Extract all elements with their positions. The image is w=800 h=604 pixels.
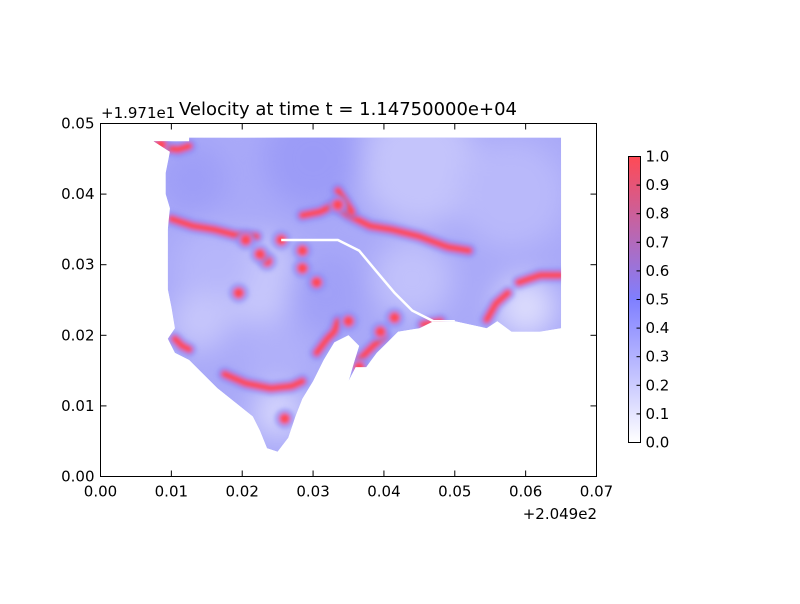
high-velocity-band	[313, 317, 342, 357]
x-tick-label: 0.05	[438, 483, 471, 501]
y-tick-label: 0.02	[61, 326, 94, 344]
hot-spot	[155, 139, 167, 151]
high-velocity-band	[515, 271, 562, 286]
texture-patch	[169, 291, 230, 352]
x-axis-offset-label: +2.049e2	[523, 505, 597, 523]
hot-spot	[240, 234, 252, 246]
x-tick-label: 0.06	[509, 483, 542, 501]
y-axis: 0.00 0.01 0.02 0.03 0.04 0.05	[61, 115, 597, 486]
hot-spot	[279, 413, 291, 425]
high-velocity-band	[483, 289, 512, 324]
x-tick-label: 0.01	[155, 483, 188, 501]
x-tick-label: 0.02	[226, 483, 259, 501]
texture-patch	[242, 321, 313, 392]
x-tick-label: 0.03	[296, 483, 329, 501]
x-tick-label: 0.00	[84, 483, 117, 501]
hot-spot	[374, 326, 386, 338]
hot-spot	[233, 287, 245, 299]
hot-spot	[353, 361, 365, 373]
velocity-texture	[157, 137, 562, 438]
hot-spot	[296, 245, 308, 257]
colorbar-tick-label: 0.9	[646, 176, 670, 194]
y-tick-label: 0.04	[61, 185, 94, 203]
hot-spot	[343, 315, 354, 327]
y-tick-label: 0.01	[61, 397, 94, 415]
colorbar-tick-label: 0.2	[646, 376, 670, 394]
high-velocity-band	[221, 370, 306, 392]
heatmap-layer	[153, 137, 562, 452]
colorbar-tick-label: 0.3	[646, 348, 670, 366]
hot-spot	[389, 312, 401, 324]
hot-spot	[296, 262, 308, 274]
y-axis-offset-label: +1.971e1	[101, 104, 175, 122]
colorbar-tick-label: 0.0	[646, 434, 670, 452]
high-velocity-band	[171, 335, 193, 353]
high-velocity-band	[419, 317, 445, 329]
colorbar-tick-label: 0.5	[646, 291, 670, 309]
texture-patch	[157, 144, 228, 215]
colorbar-tick-label: 1.0	[646, 148, 670, 166]
hot-spot	[254, 248, 266, 260]
high-velocity-band	[298, 201, 473, 255]
plot-frame	[100, 123, 597, 477]
texture-patch	[372, 238, 453, 319]
texture-patch	[359, 137, 480, 226]
y-tick-label: 0.00	[61, 468, 94, 486]
colorbar-tick-label: 0.1	[646, 405, 670, 423]
hot-spot	[311, 276, 323, 288]
colorbar-ticks: 0.0 0.1 0.2 0.3 0.4 0.5 0.6 0.7 0.8 0.9 1.0	[636, 148, 670, 452]
texture-patch	[456, 139, 562, 250]
hot-spot	[332, 199, 344, 211]
x-axis: 0.00 0.01 0.02 0.03 0.04 0.05 0.06 0.07	[84, 123, 613, 501]
colorbar-tick-label: 0.8	[646, 205, 670, 223]
y-tick-label: 0.03	[61, 256, 94, 274]
plot-title: Velocity at time t = 1.14750000e+04	[179, 99, 517, 120]
colorbar-tick-label: 0.4	[646, 319, 670, 337]
y-tick-label: 0.05	[61, 115, 94, 133]
x-tick-label: 0.07	[580, 483, 613, 501]
channel-line	[281, 238, 455, 323]
colorbar-tick-label: 0.7	[646, 233, 670, 251]
x-tick-label: 0.04	[367, 483, 400, 501]
hot-spot	[275, 234, 287, 246]
colorbar-tick-label: 0.6	[646, 262, 670, 280]
